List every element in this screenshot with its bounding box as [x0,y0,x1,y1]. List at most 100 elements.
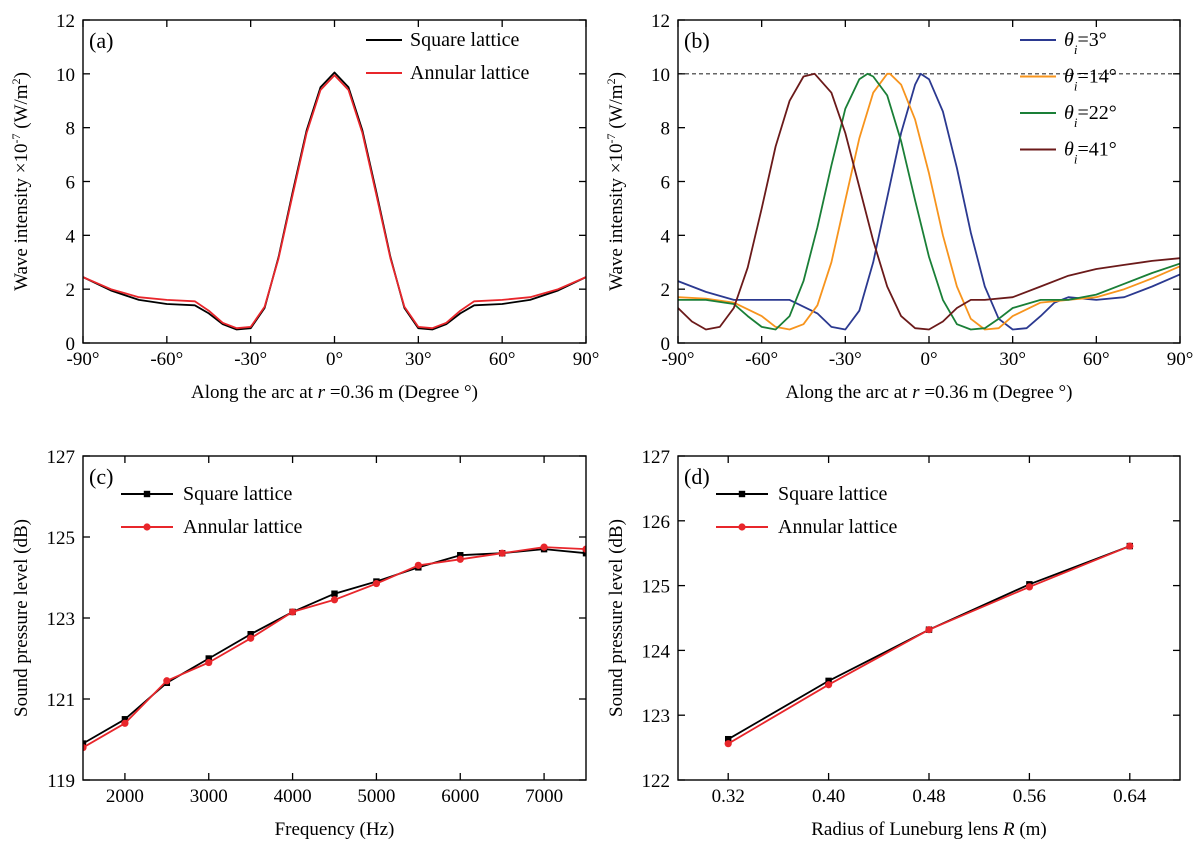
y-tick-label: 4 [66,226,76,247]
legend-label-4: θi=41° [1064,139,1117,167]
series-line-2 [727,545,1131,745]
y-tick-label: 10 [56,65,75,86]
y-tick-label: 124 [642,641,671,662]
axes-frame [82,455,587,781]
x-axis-label: Along the arc at r =0.36 m (Degree °) [191,382,478,403]
y-axis-label: Sound pressure level (dB) [11,519,32,717]
x-tick-label: 30° [405,349,432,370]
x-tick-label: -60° [150,349,183,370]
x-tick-label: 0.32 [712,786,745,807]
data-point-s1-1 [725,735,732,743]
x-tick-label: 60° [1083,349,1110,370]
x-tick-label: 3000 [190,786,228,807]
x-tick-label: -90° [662,349,695,370]
panel-label: (c) [89,464,113,489]
data-point-s2-5 [247,634,255,642]
data-point-s2-1 [83,744,87,752]
panel-label: (d) [684,464,710,489]
data-point-s2-2 [121,719,129,727]
data-point-s1-2 [825,677,832,685]
x-tick-label: -30° [234,349,267,370]
x-tick-label: 60° [489,349,516,370]
y-tick-label: 127 [47,447,76,468]
legend-label-1: θi=3° [1064,29,1107,57]
x-tick-label: -90° [67,349,100,370]
chart-panel-a: -90° -60° -30° 0° 30° 60° 90° 0 2 4 6 8 10 12 Along th… [9,11,599,403]
axes-frame [677,455,1181,781]
y-tick-label: 2 [661,280,671,301]
x-tick-label: 30° [999,349,1026,370]
y-axis-label: Sound pressure level (dB) [606,519,627,717]
series-line-4 [678,72,1180,331]
legend-label-1: Square lattice [410,29,520,51]
y-tick-label: 6 [661,173,671,194]
y-tick-label: 6 [66,173,76,194]
series-line-2 [678,72,1180,331]
data-point-s2-5 [1126,542,1134,550]
x-tick-label: 0.56 [1013,786,1046,807]
y-tick-label: 123 [47,609,76,630]
x-axis-label: Along the arc at r =0.36 m (Degree °) [786,382,1073,403]
y-tick-label: 127 [642,447,671,468]
legend: Square lattice Annular lattice [716,483,898,538]
plot-area [83,543,586,752]
series-line-1 [83,548,586,745]
data-point-s2-7 [330,596,339,604]
data-point-s1-4 [205,655,212,662]
y-tick-label: 119 [47,771,75,792]
data-point-s2-9 [414,561,422,569]
data-point-s2-2 [825,681,833,689]
x-axis-label: Frequency (Hz) [275,819,395,840]
legend-marker-1 [738,490,746,498]
y-tick-label: 123 [642,706,671,727]
legend: Square lattice Annular lattice [121,483,303,538]
legend-marker-2 [143,523,151,531]
y-tick-label: 4 [661,226,671,247]
x-tick-label: -60° [745,349,778,370]
data-point-s1-10 [457,552,464,559]
x-tick-label: 2000 [106,786,144,807]
series-line-1 [727,545,1131,740]
legend-label-2: θi=14° [1064,66,1117,94]
chart-panel-b: -90° -60° -30° 0° 30° 60° 90° 0 2 4 6 8 10 12 Along th… [604,11,1193,403]
series-line-2 [83,74,586,330]
y-tick-label: 10 [651,65,670,86]
x-tick-label: 7000 [525,786,563,807]
x-tick-label: 5000 [357,786,395,807]
y-tick-label: 122 [642,771,671,792]
x-axis-label: Radius of Luneburg lens R (m) [811,819,1047,840]
data-point-s1-2 [121,716,129,723]
y-tick-label: 0 [661,334,671,355]
x-tick-label: 0.64 [1113,786,1147,807]
y-tick-label: 2 [66,280,76,301]
data-point-s1-13 [582,550,586,557]
x-tick-label: 0.48 [912,786,945,807]
x-tick-label: 90° [1167,349,1194,370]
legend-label-2: Annular lattice [410,62,530,84]
data-point-s2-4 [205,658,213,667]
legend-label-2: Annular lattice [778,516,898,538]
series-line-3 [678,72,1180,331]
chart-panel-c: 2000 3000 4000 5000 6000 7000 119 121 123 125 127 F… [11,447,587,840]
y-tick-label: 125 [47,528,76,549]
data-point-s1-5 [247,631,254,638]
legend-label-1: Square lattice [778,483,888,505]
y-tick-label: 121 [47,690,76,711]
x-tick-label: 0° [920,349,937,370]
y-tick-label: 12 [56,11,75,32]
plot-area [83,71,586,331]
x-tick-label: 0° [326,349,343,370]
legend: Square lattice Annular lattice [366,29,530,84]
data-point-s2-3 [925,626,933,634]
data-point-s2-12 [540,543,548,551]
x-tick-label: 6000 [441,786,479,807]
chart-panel-d: 0.32 0.40 0.48 0.56 0.64 122 123 124 125 126 127 Ra… [606,447,1181,840]
y-tick-label: 125 [642,577,671,598]
x-tick-label: -30° [829,349,862,370]
y-tick-label: 12 [651,11,670,32]
data-point-s2-13 [582,545,586,553]
legend-marker-2 [738,523,746,531]
panel-label: (a) [89,28,113,53]
legend-marker-1 [143,490,151,498]
y-tick-label: 8 [66,119,76,140]
